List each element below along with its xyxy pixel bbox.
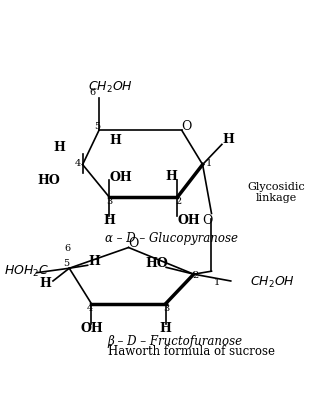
- Text: OH: OH: [80, 322, 103, 335]
- Text: 6: 6: [89, 88, 95, 97]
- Text: 5: 5: [63, 259, 69, 268]
- Text: H: H: [223, 134, 235, 146]
- Text: H: H: [166, 170, 178, 183]
- Text: H: H: [103, 214, 115, 227]
- Text: H: H: [160, 322, 172, 335]
- Text: O: O: [202, 214, 212, 227]
- Text: H: H: [39, 278, 51, 290]
- Text: HO: HO: [145, 257, 168, 270]
- Text: 6: 6: [65, 244, 71, 254]
- Text: O: O: [128, 237, 138, 250]
- Text: $HOH_2C$: $HOH_2C$: [4, 264, 49, 279]
- Text: 4: 4: [75, 159, 81, 168]
- Text: 3: 3: [163, 304, 170, 313]
- Text: H: H: [89, 255, 100, 268]
- Text: OH: OH: [110, 171, 133, 184]
- Text: 3: 3: [106, 197, 112, 206]
- Text: α – D – Glucopyranose: α – D – Glucopyranose: [105, 232, 238, 245]
- Text: $CH_2OH$: $CH_2OH$: [88, 80, 133, 95]
- Text: HO: HO: [37, 174, 60, 187]
- Text: 5: 5: [94, 122, 100, 131]
- Text: Glycosidic
linkage: Glycosidic linkage: [248, 182, 305, 203]
- Text: 1: 1: [206, 159, 212, 168]
- Text: H: H: [109, 134, 121, 147]
- Text: $CH_2OH$: $CH_2OH$: [250, 275, 295, 290]
- Text: OH: OH: [178, 214, 201, 227]
- Text: 2: 2: [176, 197, 182, 206]
- Text: 4: 4: [86, 304, 93, 313]
- Text: 2: 2: [192, 271, 198, 280]
- Text: H: H: [53, 141, 65, 154]
- Text: β – D – Fructofuranose: β – D – Fructofuranose: [108, 335, 243, 348]
- Text: 1: 1: [214, 278, 221, 287]
- Text: O: O: [181, 120, 192, 132]
- Text: Haworth formula of sucrose: Haworth formula of sucrose: [108, 345, 275, 358]
